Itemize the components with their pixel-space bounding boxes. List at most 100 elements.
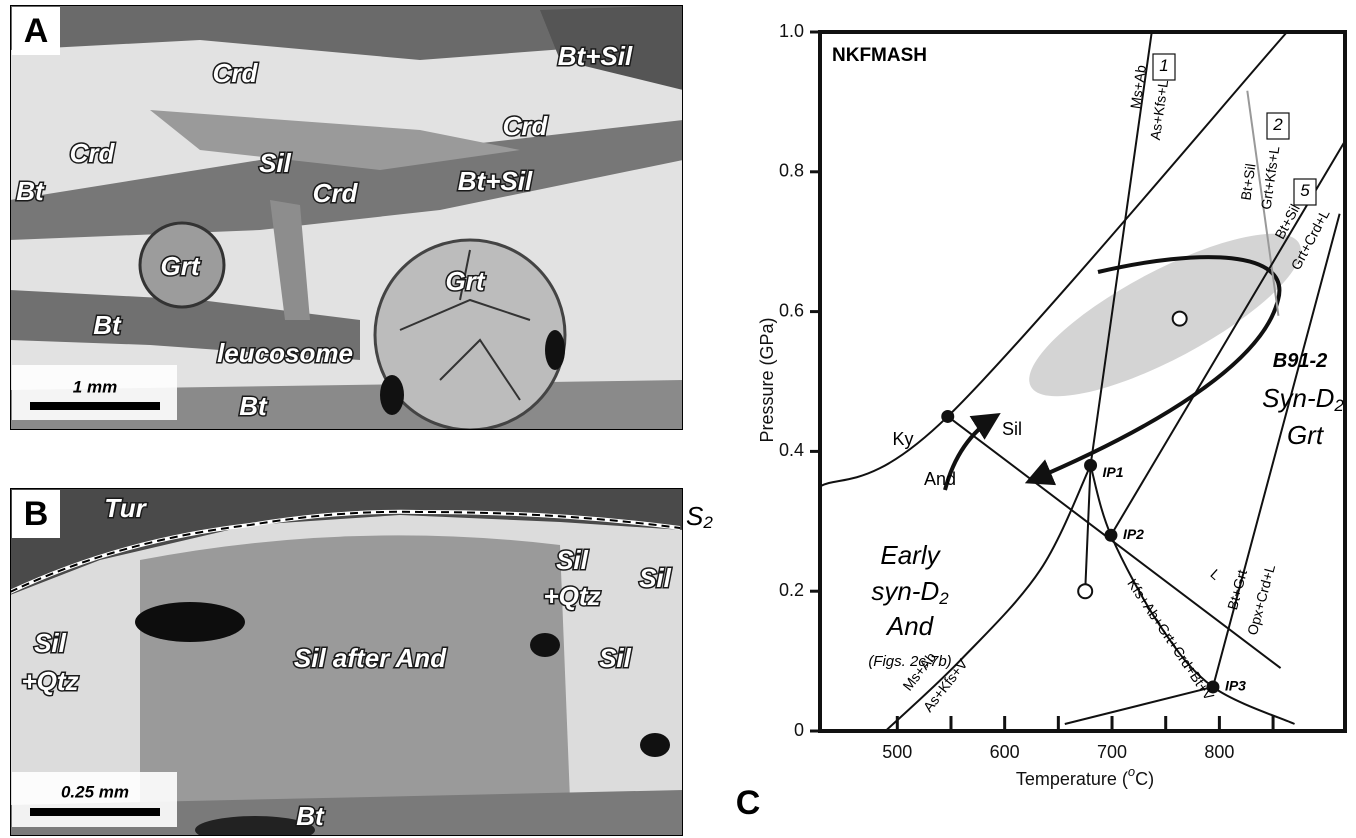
mineral-label: Grt	[161, 251, 201, 281]
point	[1206, 680, 1220, 694]
photo-a	[10, 5, 683, 430]
annotation: Grt+Kfs+L	[1257, 145, 1282, 211]
reaction-line	[1246, 90, 1280, 316]
annotation: Bt+Sil	[1237, 162, 1258, 201]
annotation-text: (Figs. 2c,7b)	[868, 653, 951, 670]
annotation: And	[885, 611, 935, 641]
annotation-text: Kfs+Ab+Grt+Crd+Bt+V	[1125, 576, 1218, 704]
annotation-sub: 2	[938, 589, 949, 608]
annotation-text: Syn-D	[1262, 383, 1334, 413]
mineral-label: Crd	[503, 111, 549, 141]
annotation-text: And	[924, 469, 956, 489]
reaction-line	[1211, 213, 1341, 688]
plot-frame	[818, 30, 1347, 733]
point	[1077, 583, 1094, 600]
point	[1171, 310, 1188, 327]
panel-letter: A	[24, 12, 49, 50]
annotation: C	[736, 784, 761, 822]
annotation: And	[924, 469, 956, 489]
scale-label: 0.25 mm	[61, 782, 129, 801]
annotation: 5	[1300, 181, 1310, 200]
annotation: Kfs+Ab+Grt+Crd+Bt+V	[1125, 576, 1218, 704]
annotation-sub: 2	[1333, 396, 1344, 415]
annotation: Ms+Ab	[1127, 64, 1149, 110]
y-tick-label: 0.6	[779, 300, 804, 320]
mineral-label: Crd	[213, 58, 259, 88]
point	[1104, 528, 1118, 542]
point-label: IP1	[1103, 464, 1124, 480]
annotation-text: Bt+Grt	[1224, 568, 1250, 612]
scale-label: 1 mm	[73, 377, 117, 396]
y-tick-label: 0	[794, 720, 804, 740]
annotation: Early	[880, 540, 941, 570]
y-tick-label: 1.0	[779, 21, 804, 41]
reaction-line	[1110, 140, 1346, 536]
mineral-label: Bt	[239, 391, 268, 421]
annotation-text: Sil	[1002, 419, 1022, 439]
x-tick-label: 600	[990, 742, 1020, 762]
annotation: Syn-D2	[1262, 383, 1344, 416]
and-arrow	[943, 413, 1001, 491]
mineral-label: Sil	[556, 545, 589, 575]
y-tick-label: 0.8	[779, 161, 804, 181]
mineral-label: +Qtz	[543, 581, 600, 611]
annotation-text: And	[885, 611, 935, 641]
annotation-text: B91-2	[1273, 350, 1327, 372]
mineral-label: Sil	[259, 148, 292, 178]
photo-b	[10, 488, 683, 836]
x-tick-label: 700	[1097, 742, 1127, 762]
mineral-label: Crd	[70, 138, 116, 168]
x-tick-label: 500	[882, 742, 912, 762]
annotation-text: Early	[880, 540, 941, 570]
x-tick-label: 800	[1204, 742, 1234, 762]
point-label: IP2	[1123, 526, 1144, 542]
label-box	[1266, 112, 1290, 140]
mineral-label: Sil	[34, 628, 67, 658]
annotation: As+Kfs+L	[1147, 78, 1171, 141]
annotation-text: C	[736, 784, 761, 822]
panel-letter: B	[24, 495, 49, 533]
annotation: Ky	[892, 429, 913, 449]
annotation-text: syn-D	[871, 576, 939, 606]
annotation: syn-D2	[871, 576, 949, 609]
pt-field	[1029, 233, 1301, 397]
mineral-label: Bt+Sil	[558, 41, 633, 71]
reaction-line	[819, 31, 1288, 488]
point-label: IP3	[1225, 678, 1246, 694]
annotation: 1	[1159, 56, 1168, 75]
annotation: (Figs. 2c,7b)	[868, 653, 951, 670]
reaction-line	[1089, 31, 1153, 466]
annotation: 2	[1272, 115, 1283, 134]
mineral-label: Sil	[639, 563, 672, 593]
annotation-text: NKFMASH	[832, 45, 927, 66]
label-text: S	[686, 501, 704, 531]
y-tick-label: 0.2	[779, 580, 804, 600]
annotation-text: 1	[1159, 56, 1168, 75]
annotation-text: Grt	[1287, 420, 1325, 450]
annotation-text: As+Kfs+L	[1147, 78, 1171, 141]
x-title-sup: o	[1128, 764, 1135, 779]
annotation-text: L	[1208, 565, 1225, 582]
mineral-label: Bt	[296, 801, 325, 831]
annotation: L	[1208, 565, 1225, 582]
label-box	[1152, 53, 1176, 81]
mineral-label: Bt	[93, 310, 122, 340]
annotation: Bt+Grt	[1224, 568, 1250, 612]
mineral-label: Bt	[16, 176, 45, 206]
mineral-label: Sil	[599, 643, 632, 673]
mineral-label: Bt+Sil	[458, 166, 533, 196]
x-title-tail: C)	[1135, 769, 1154, 789]
mineral-label: Grt	[446, 266, 486, 296]
annotation-text: Ky	[892, 429, 913, 449]
annotation: Grt	[1287, 420, 1325, 450]
label-box	[1293, 178, 1317, 206]
annotation-text: Bt+Sil	[1237, 162, 1258, 201]
label-sub: 2	[702, 513, 713, 532]
x-title-text: Temperature (	[1016, 769, 1128, 789]
annotation: Sil	[1002, 419, 1022, 439]
mineral-label: leucosome	[217, 338, 353, 368]
mineral-label: Tur	[104, 493, 147, 523]
y-tick-label: 0.4	[779, 440, 804, 460]
point	[941, 409, 955, 423]
